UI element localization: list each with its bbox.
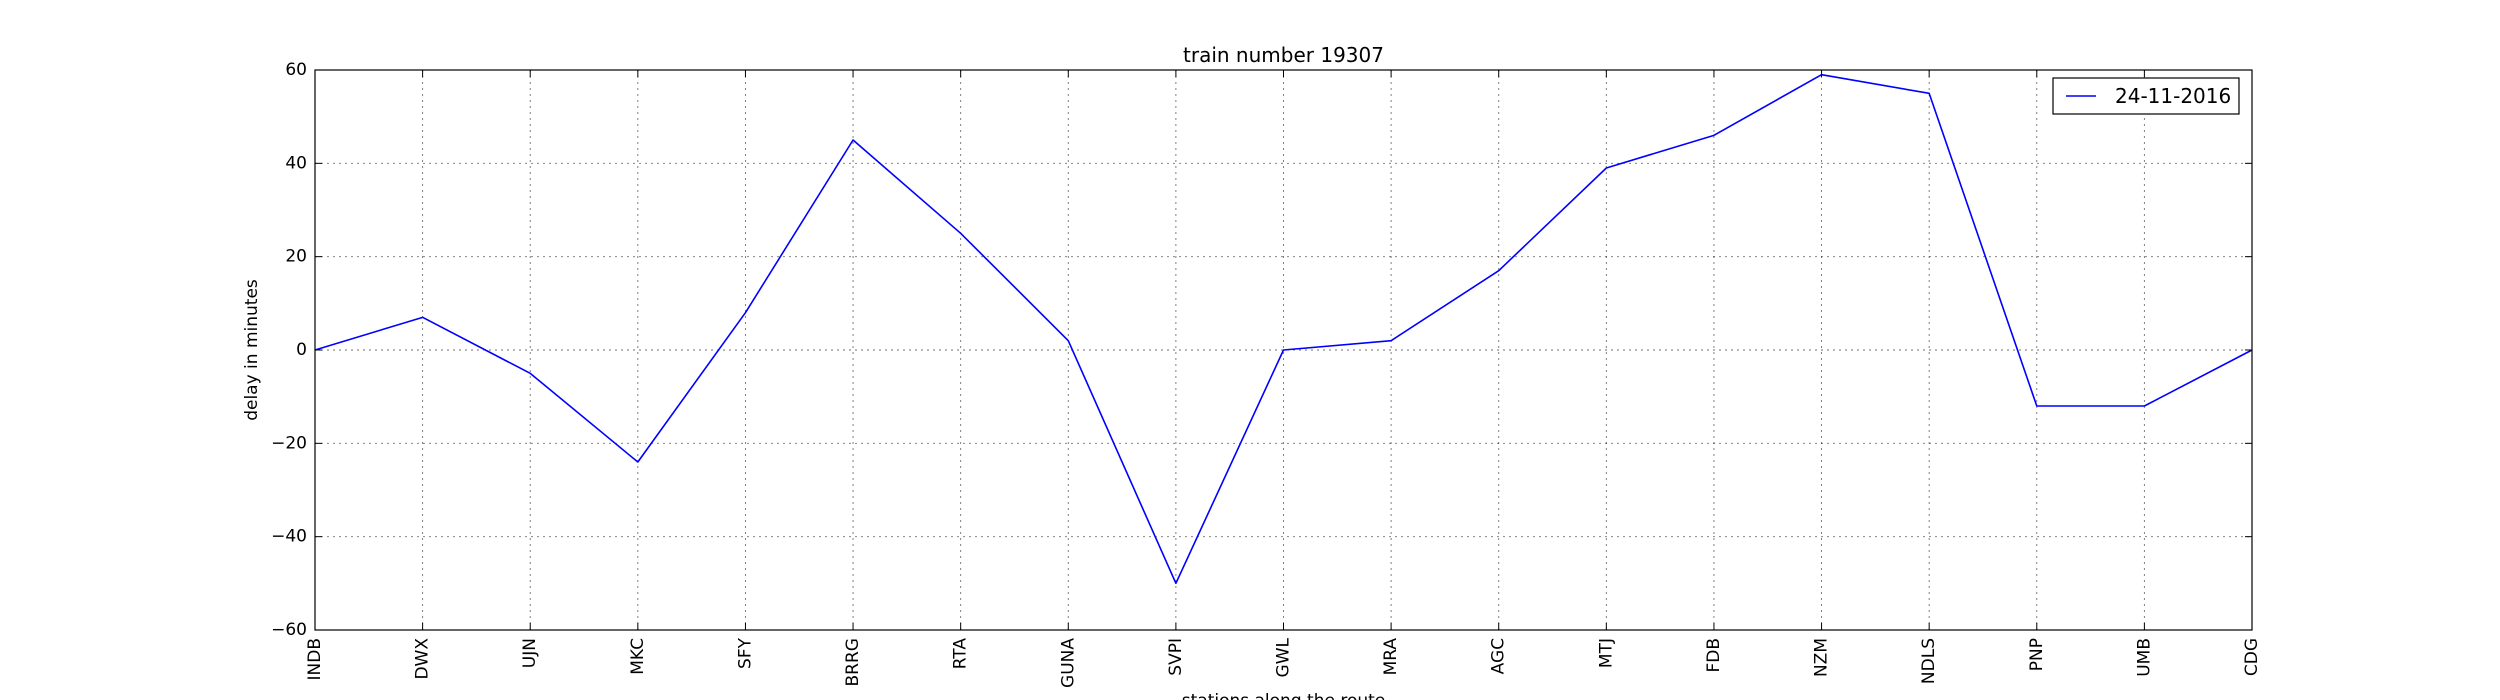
x-tick-label: DWX bbox=[413, 638, 433, 680]
y-tick-label: −20 bbox=[271, 433, 307, 453]
x-axis-label: stations along the route bbox=[1182, 691, 1386, 700]
x-tick-label: GUNA bbox=[1058, 638, 1078, 688]
legend-entry: 24-11-2016 bbox=[2115, 84, 2231, 108]
x-tick-label: UJN bbox=[520, 638, 540, 668]
y-tick-label: 40 bbox=[285, 153, 307, 173]
y-tick-label: −60 bbox=[271, 620, 307, 640]
x-tick-label: INDB bbox=[305, 638, 325, 680]
y-tick-label: 20 bbox=[285, 247, 307, 267]
x-tick-label: MRA bbox=[1381, 638, 1401, 676]
x-tick-label: PNP bbox=[2027, 638, 2047, 671]
y-axis-label: delay in minutes bbox=[242, 279, 262, 421]
x-tick-label: SVPI bbox=[1166, 638, 1186, 676]
x-tick-label: NZM bbox=[1812, 638, 1832, 677]
x-tick-label: NDLS bbox=[1919, 638, 1939, 684]
grid bbox=[315, 70, 2252, 630]
x-tick-label: BRRG bbox=[843, 638, 863, 686]
axis-ticks: INDB DWX UJN MKC SFY BRRG RTA GUNA SVPI GWL MRA AGC… bbox=[271, 60, 2262, 688]
x-tick-label: RTA bbox=[951, 638, 971, 670]
series-line bbox=[314, 73, 2253, 585]
y-tick-label: 60 bbox=[285, 60, 307, 80]
x-tick-label: AGC bbox=[1489, 638, 1509, 674]
y-tick-label: −40 bbox=[271, 527, 307, 547]
y-tick-label: 0 bbox=[296, 340, 307, 360]
legend: 24-11-2016 bbox=[2052, 77, 2240, 115]
x-tick-label: CDG bbox=[2242, 638, 2262, 676]
x-tick-label: UMB bbox=[2134, 638, 2154, 677]
chart-title: train number 19307 bbox=[1183, 43, 1384, 67]
x-tick-label: MTJ bbox=[1596, 638, 1616, 668]
x-tick-label: FDB bbox=[1704, 638, 1724, 673]
x-tick-label: GWL bbox=[1274, 637, 1294, 677]
x-tick-label: SFY bbox=[735, 637, 755, 669]
x-tick-label: MKC bbox=[628, 638, 648, 675]
